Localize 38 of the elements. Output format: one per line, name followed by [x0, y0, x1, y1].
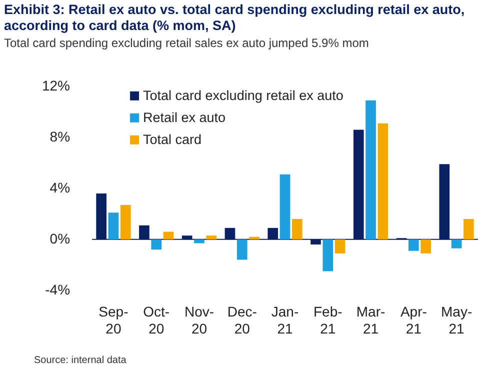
- x-tick-label: Apr-21: [400, 304, 428, 336]
- bar: [206, 236, 217, 240]
- bar: [378, 123, 388, 240]
- bar: [236, 239, 248, 260]
- x-tick-label: May-21: [440, 304, 472, 336]
- bar: [194, 239, 204, 244]
- bar: [322, 239, 334, 272]
- y-tick-label: 12%: [42, 77, 70, 94]
- bar: [292, 219, 302, 240]
- bar: [108, 212, 119, 240]
- bar: [408, 239, 419, 251]
- source-note: Source: internal data: [34, 355, 126, 366]
- chart-subtitle: Total card spending excluding retail sales ex auto jumped 5.9% mom: [4, 36, 370, 50]
- x-tick-label: Sep-20: [98, 304, 129, 336]
- x-tick-label: Mar-21: [356, 304, 386, 336]
- bar: [334, 239, 346, 254]
- x-tick-label: Oct-20: [143, 304, 170, 336]
- x-tick-label: Jan-21: [271, 304, 299, 336]
- legend-label: Total card: [143, 132, 202, 148]
- y-tick-label: -4%: [45, 281, 70, 298]
- legend-label: Total card excluding retail ex auto: [143, 88, 344, 104]
- bar: [120, 204, 131, 240]
- bar: [451, 239, 462, 248]
- bar: [249, 236, 260, 240]
- bar: [366, 100, 376, 240]
- bar: [420, 239, 431, 254]
- y-tick-label: 0%: [50, 230, 70, 246]
- legend-label: Retail ex auto: [143, 110, 226, 126]
- bar: [163, 232, 174, 240]
- x-tick-label: Nov-20: [184, 304, 214, 336]
- y-tick-label: 8%: [50, 128, 70, 144]
- y-tick-label: 4%: [50, 179, 70, 196]
- x-tick-label: Feb-21: [314, 304, 343, 336]
- bar: [280, 174, 290, 240]
- chart-title: Exhibit 3: Retail ex auto vs. total card spending excluding retail ex auto, according to card data (% mom, SA): [4, 2, 466, 34]
- x-tick-label: Dec-20: [227, 304, 258, 336]
- bar: [464, 219, 474, 240]
- bar: [151, 239, 162, 250]
